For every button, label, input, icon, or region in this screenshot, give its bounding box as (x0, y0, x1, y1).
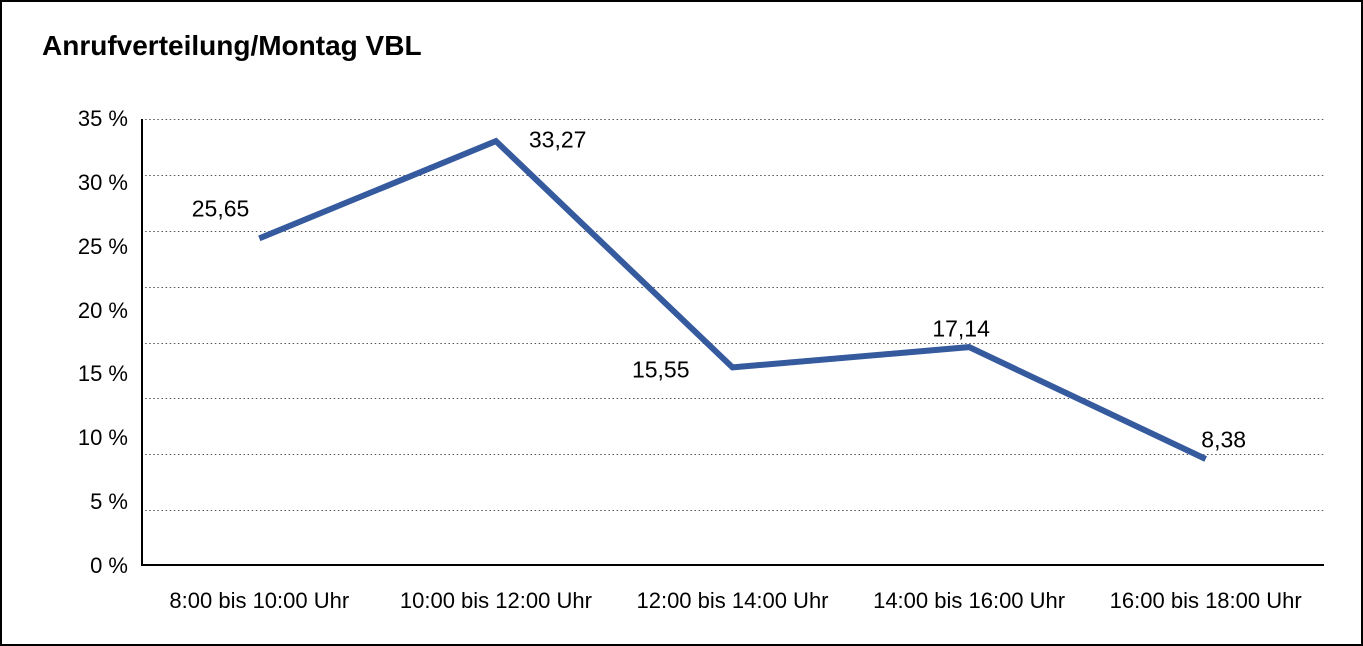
y-tick-label: 20 % (77, 297, 128, 323)
y-tick-label: 10 % (77, 425, 128, 451)
chart-title: Anrufverteilung/Montag VBL (42, 30, 422, 61)
y-tick-label: 0 % (90, 553, 128, 578)
y-tick-label: 35 % (77, 106, 128, 131)
y-tick-label: 5 % (90, 489, 128, 515)
y-tick-label: 25 % (77, 233, 128, 259)
x-tick-label: 14:00 bis 16:00 Uhr (873, 588, 1066, 613)
x-tick-label: 16:00 bis 18:00 Uhr (1109, 588, 1302, 613)
y-tick-label: 30 % (77, 169, 128, 195)
x-tick-label: 8:00 bis 10:00 Uhr (169, 588, 350, 613)
x-tick-label: 12:00 bis 14:00 Uhr (636, 588, 829, 613)
data-line (258, 137, 1207, 462)
y-tick-label: 15 % (77, 361, 128, 387)
plot-area (141, 119, 1324, 566)
x-tick-label: 10:00 bis 12:00 Uhr (399, 588, 592, 613)
